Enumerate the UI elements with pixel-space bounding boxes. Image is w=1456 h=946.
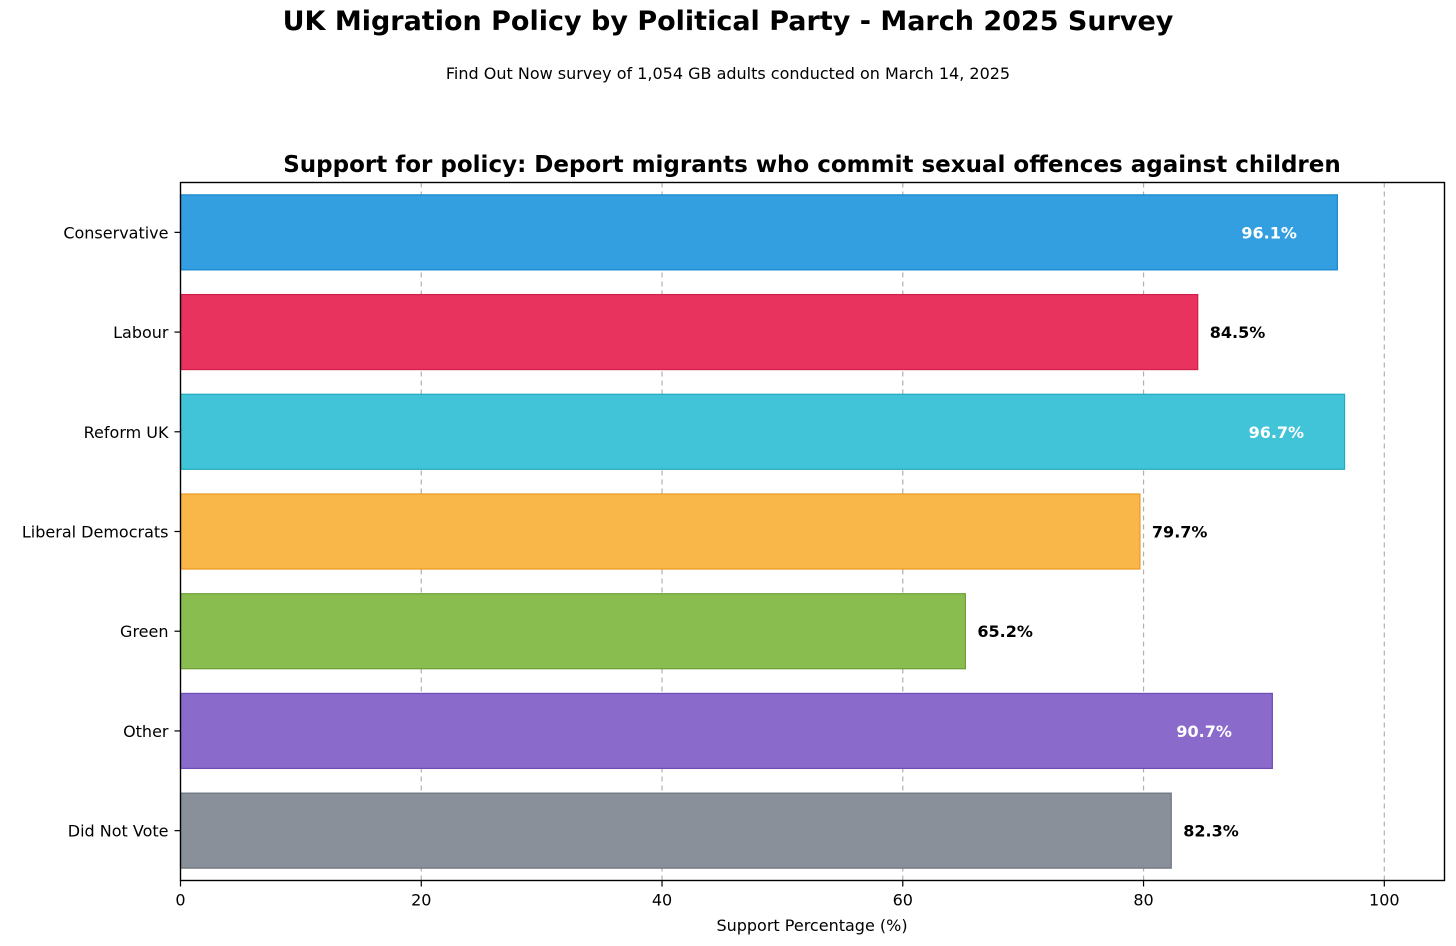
y-axis-ticks: Conservative Labour Reform UK Liberal Democ… bbox=[22, 223, 181, 841]
y-tick-label: Conservative bbox=[63, 223, 168, 242]
bar-did-not-vote bbox=[179, 792, 1172, 869]
value-label: 90.7% bbox=[1176, 722, 1232, 741]
y-tick-label: Green bbox=[120, 622, 168, 641]
y-tick-label: Reform UK bbox=[84, 423, 169, 442]
bars bbox=[179, 194, 1346, 869]
x-tick-label: 40 bbox=[652, 891, 672, 910]
chart-title: Support for policy: Deport migrants who … bbox=[283, 152, 1341, 178]
figure-subtitle: Find Out Now survey of 1,054 GB adults c… bbox=[445, 64, 1011, 83]
bar-liberal-democrats bbox=[179, 493, 1141, 570]
bar-green bbox=[179, 593, 966, 670]
y-tick-label: Labour bbox=[113, 323, 169, 342]
value-labels: 96.1% 84.5% 96.7% 79.7% 65.2% 90.7% 82.3% bbox=[977, 223, 1304, 840]
bar-other bbox=[179, 692, 1273, 770]
x-tick-label: 80 bbox=[1133, 891, 1153, 910]
y-tick-label: Liberal Democrats bbox=[22, 523, 169, 542]
x-tick-label: 20 bbox=[411, 891, 431, 910]
y-tick-label: Did Not Vote bbox=[68, 822, 169, 841]
value-label: 96.7% bbox=[1249, 423, 1305, 442]
value-label: 65.2% bbox=[977, 622, 1033, 641]
figure-title: UK Migration Policy by Political Party -… bbox=[282, 6, 1174, 37]
x-tick-label: 100 bbox=[1369, 891, 1400, 910]
value-label: 82.3% bbox=[1183, 822, 1239, 841]
x-axis-label: Support Percentage (%) bbox=[716, 916, 907, 935]
bar-reform-uk bbox=[179, 393, 1346, 470]
bar-conservative bbox=[179, 194, 1338, 271]
x-tick-label: 60 bbox=[893, 891, 913, 910]
y-tick-label: Other bbox=[123, 722, 169, 741]
bar-labour bbox=[179, 293, 1199, 371]
x-tick-label: 0 bbox=[175, 891, 185, 910]
value-label: 84.5% bbox=[1210, 323, 1266, 342]
value-label: 79.7% bbox=[1152, 523, 1208, 542]
x-axis-ticks: 0 20 40 60 80 100 bbox=[175, 880, 1400, 910]
value-label: 96.1% bbox=[1241, 223, 1297, 242]
axes-frame bbox=[179, 181, 1446, 882]
